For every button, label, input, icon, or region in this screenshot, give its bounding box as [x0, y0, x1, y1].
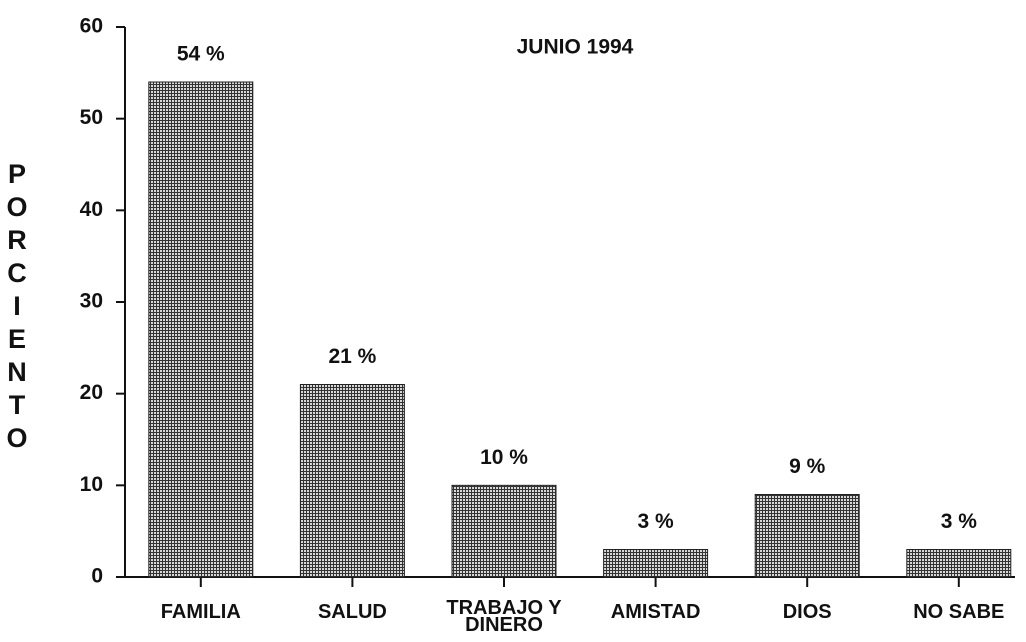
x-tick-label: TRABAJO Y DINERO — [446, 597, 562, 636]
x-tick-label: SALUD — [317, 601, 387, 623]
x-tick-label: AMISTAD — [610, 601, 701, 623]
data-label: 3 % — [638, 510, 675, 533]
data-label: 54 % — [177, 43, 225, 66]
y-tick-label: 60 — [80, 15, 103, 38]
bar — [603, 549, 709, 578]
y-axis-label: PORCIENTO — [6, 159, 28, 453]
y-tick-label: 30 — [80, 290, 103, 313]
y-tick-label: 20 — [80, 381, 103, 404]
data-label: 3 % — [941, 510, 978, 533]
y-tick-label: 0 — [91, 565, 103, 588]
data-label: 10 % — [480, 446, 528, 469]
bar — [148, 81, 254, 578]
x-tick-label: DIOS — [782, 601, 832, 623]
data-label: 21 % — [328, 345, 376, 368]
y-tick-label: 50 — [80, 106, 103, 129]
bar — [299, 384, 405, 578]
bar — [906, 549, 1012, 578]
x-tick-label: NO SABE — [913, 601, 1005, 623]
data-label: 9 % — [789, 455, 826, 478]
y-tick-label: 10 — [80, 473, 103, 496]
bar — [754, 494, 860, 578]
x-tick-label: FAMILIA — [160, 601, 241, 623]
chart-subtitle: JUNIO 1994 — [517, 36, 634, 59]
y-tick-label: 40 — [80, 198, 103, 221]
bar — [451, 484, 557, 578]
